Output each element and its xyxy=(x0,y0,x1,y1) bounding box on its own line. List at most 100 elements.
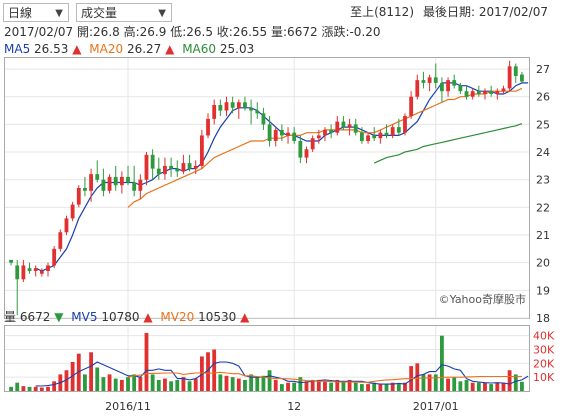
volume-bar xyxy=(261,375,266,391)
candle-body xyxy=(212,105,217,119)
volume-panel-frame xyxy=(4,325,530,392)
volume-bar xyxy=(458,381,463,391)
volume-bar xyxy=(39,387,44,391)
candle-body xyxy=(520,74,524,82)
chevron-down-icon: ▼ xyxy=(158,8,166,19)
price-y-tick-label: 20 xyxy=(536,257,550,270)
volume-bar xyxy=(267,370,272,391)
period-select-value: 日線 xyxy=(8,6,33,20)
candle-body xyxy=(421,80,426,83)
price-y-tick-label: 22 xyxy=(536,201,550,214)
volume-bar xyxy=(193,378,198,391)
indicator-select[interactable]: 成交量 ▼ xyxy=(76,3,172,22)
candle-body xyxy=(390,127,395,136)
volume-bar xyxy=(107,374,112,391)
volume-y-tick-label: 40K xyxy=(533,330,555,343)
volume-bar xyxy=(224,375,229,391)
candle-body xyxy=(70,204,75,219)
volume-bar xyxy=(138,377,143,391)
candle-body xyxy=(507,66,512,89)
price-y-tick-label: 18 xyxy=(536,312,550,325)
ma20-value: 26.27 xyxy=(126,42,162,56)
candle-body xyxy=(372,135,377,139)
volume-bar xyxy=(501,382,506,391)
volume-bar xyxy=(390,382,395,391)
volume-bar xyxy=(243,379,247,391)
candle-body xyxy=(199,135,204,166)
candle-body xyxy=(33,268,38,271)
volume-bar xyxy=(421,374,426,391)
candle-body xyxy=(58,232,63,249)
candle-body xyxy=(359,132,364,141)
volume-bar xyxy=(27,386,32,391)
mv5-label: MV5 xyxy=(71,310,98,324)
candle-body xyxy=(261,113,266,125)
chevron-down-icon: ▼ xyxy=(55,8,63,19)
volume-bar xyxy=(353,382,358,391)
candle-body xyxy=(206,118,210,136)
volume-bar xyxy=(76,353,81,391)
candle-body xyxy=(366,135,370,141)
candle-body xyxy=(218,105,223,111)
candle-body xyxy=(403,116,407,133)
candle-body xyxy=(46,265,50,271)
volume-bar xyxy=(378,384,383,391)
candle-body xyxy=(292,132,297,141)
price-y-tick-label: 27 xyxy=(536,63,550,76)
candle-body xyxy=(249,107,254,111)
volume-bar xyxy=(396,384,401,391)
volume-bar xyxy=(489,384,494,391)
quote-high: 高:26.9 xyxy=(123,25,167,39)
volume-bar xyxy=(464,379,469,391)
candle-body xyxy=(433,77,438,83)
volume-bar xyxy=(329,382,334,391)
period-select[interactable]: 日線 ▼ xyxy=(3,3,69,22)
candle-body xyxy=(267,124,272,141)
volume-bar xyxy=(230,377,235,391)
volume-bar xyxy=(415,363,420,391)
volume-bar xyxy=(101,377,106,391)
candle-body xyxy=(119,176,124,186)
candle-body xyxy=(27,268,32,271)
volume-bar xyxy=(249,374,254,391)
volume-bar xyxy=(163,378,167,391)
candle-body xyxy=(476,91,481,94)
candle-body xyxy=(181,163,186,172)
candle-body xyxy=(273,129,278,141)
volume-bar xyxy=(433,374,438,391)
x-tick-label: 12 xyxy=(287,400,301,413)
volume-bar xyxy=(212,349,217,391)
candle-body xyxy=(126,176,130,183)
ma60-label: MA60 xyxy=(182,42,217,56)
quote-change: 漲跌:-0.20 xyxy=(321,25,381,39)
mv20-trend-icon: ▲ xyxy=(240,310,250,324)
candle-body xyxy=(64,218,69,233)
candle-body xyxy=(255,110,260,114)
volume-bar xyxy=(33,386,38,391)
candle-body xyxy=(347,124,352,128)
volume-bar xyxy=(335,379,340,391)
price-y-tick-label: 21 xyxy=(536,229,550,242)
candle-body xyxy=(513,66,518,76)
volume-bar xyxy=(483,382,487,391)
candle-body xyxy=(95,174,100,180)
candle-body xyxy=(470,91,475,97)
volume-bar xyxy=(304,381,309,391)
volume-bar xyxy=(279,384,284,391)
mv5-value: 10780 xyxy=(101,310,140,324)
volume-bar xyxy=(298,377,303,391)
ma-line-ma60 xyxy=(373,123,523,164)
candle-body xyxy=(52,248,57,266)
candle-body xyxy=(452,80,457,86)
candle-body xyxy=(489,91,494,94)
candle-body xyxy=(495,91,500,94)
candle-body xyxy=(440,82,444,92)
candle-body xyxy=(83,188,87,191)
quote-low: 低:26.5 xyxy=(170,25,213,39)
candle-body xyxy=(384,132,389,136)
candle-body xyxy=(224,102,229,111)
volume-y-tick-label: 30K xyxy=(533,344,555,357)
volume-bar xyxy=(495,382,500,391)
volume-bar xyxy=(70,361,75,391)
volume-ma-line-mv20 xyxy=(127,371,522,383)
